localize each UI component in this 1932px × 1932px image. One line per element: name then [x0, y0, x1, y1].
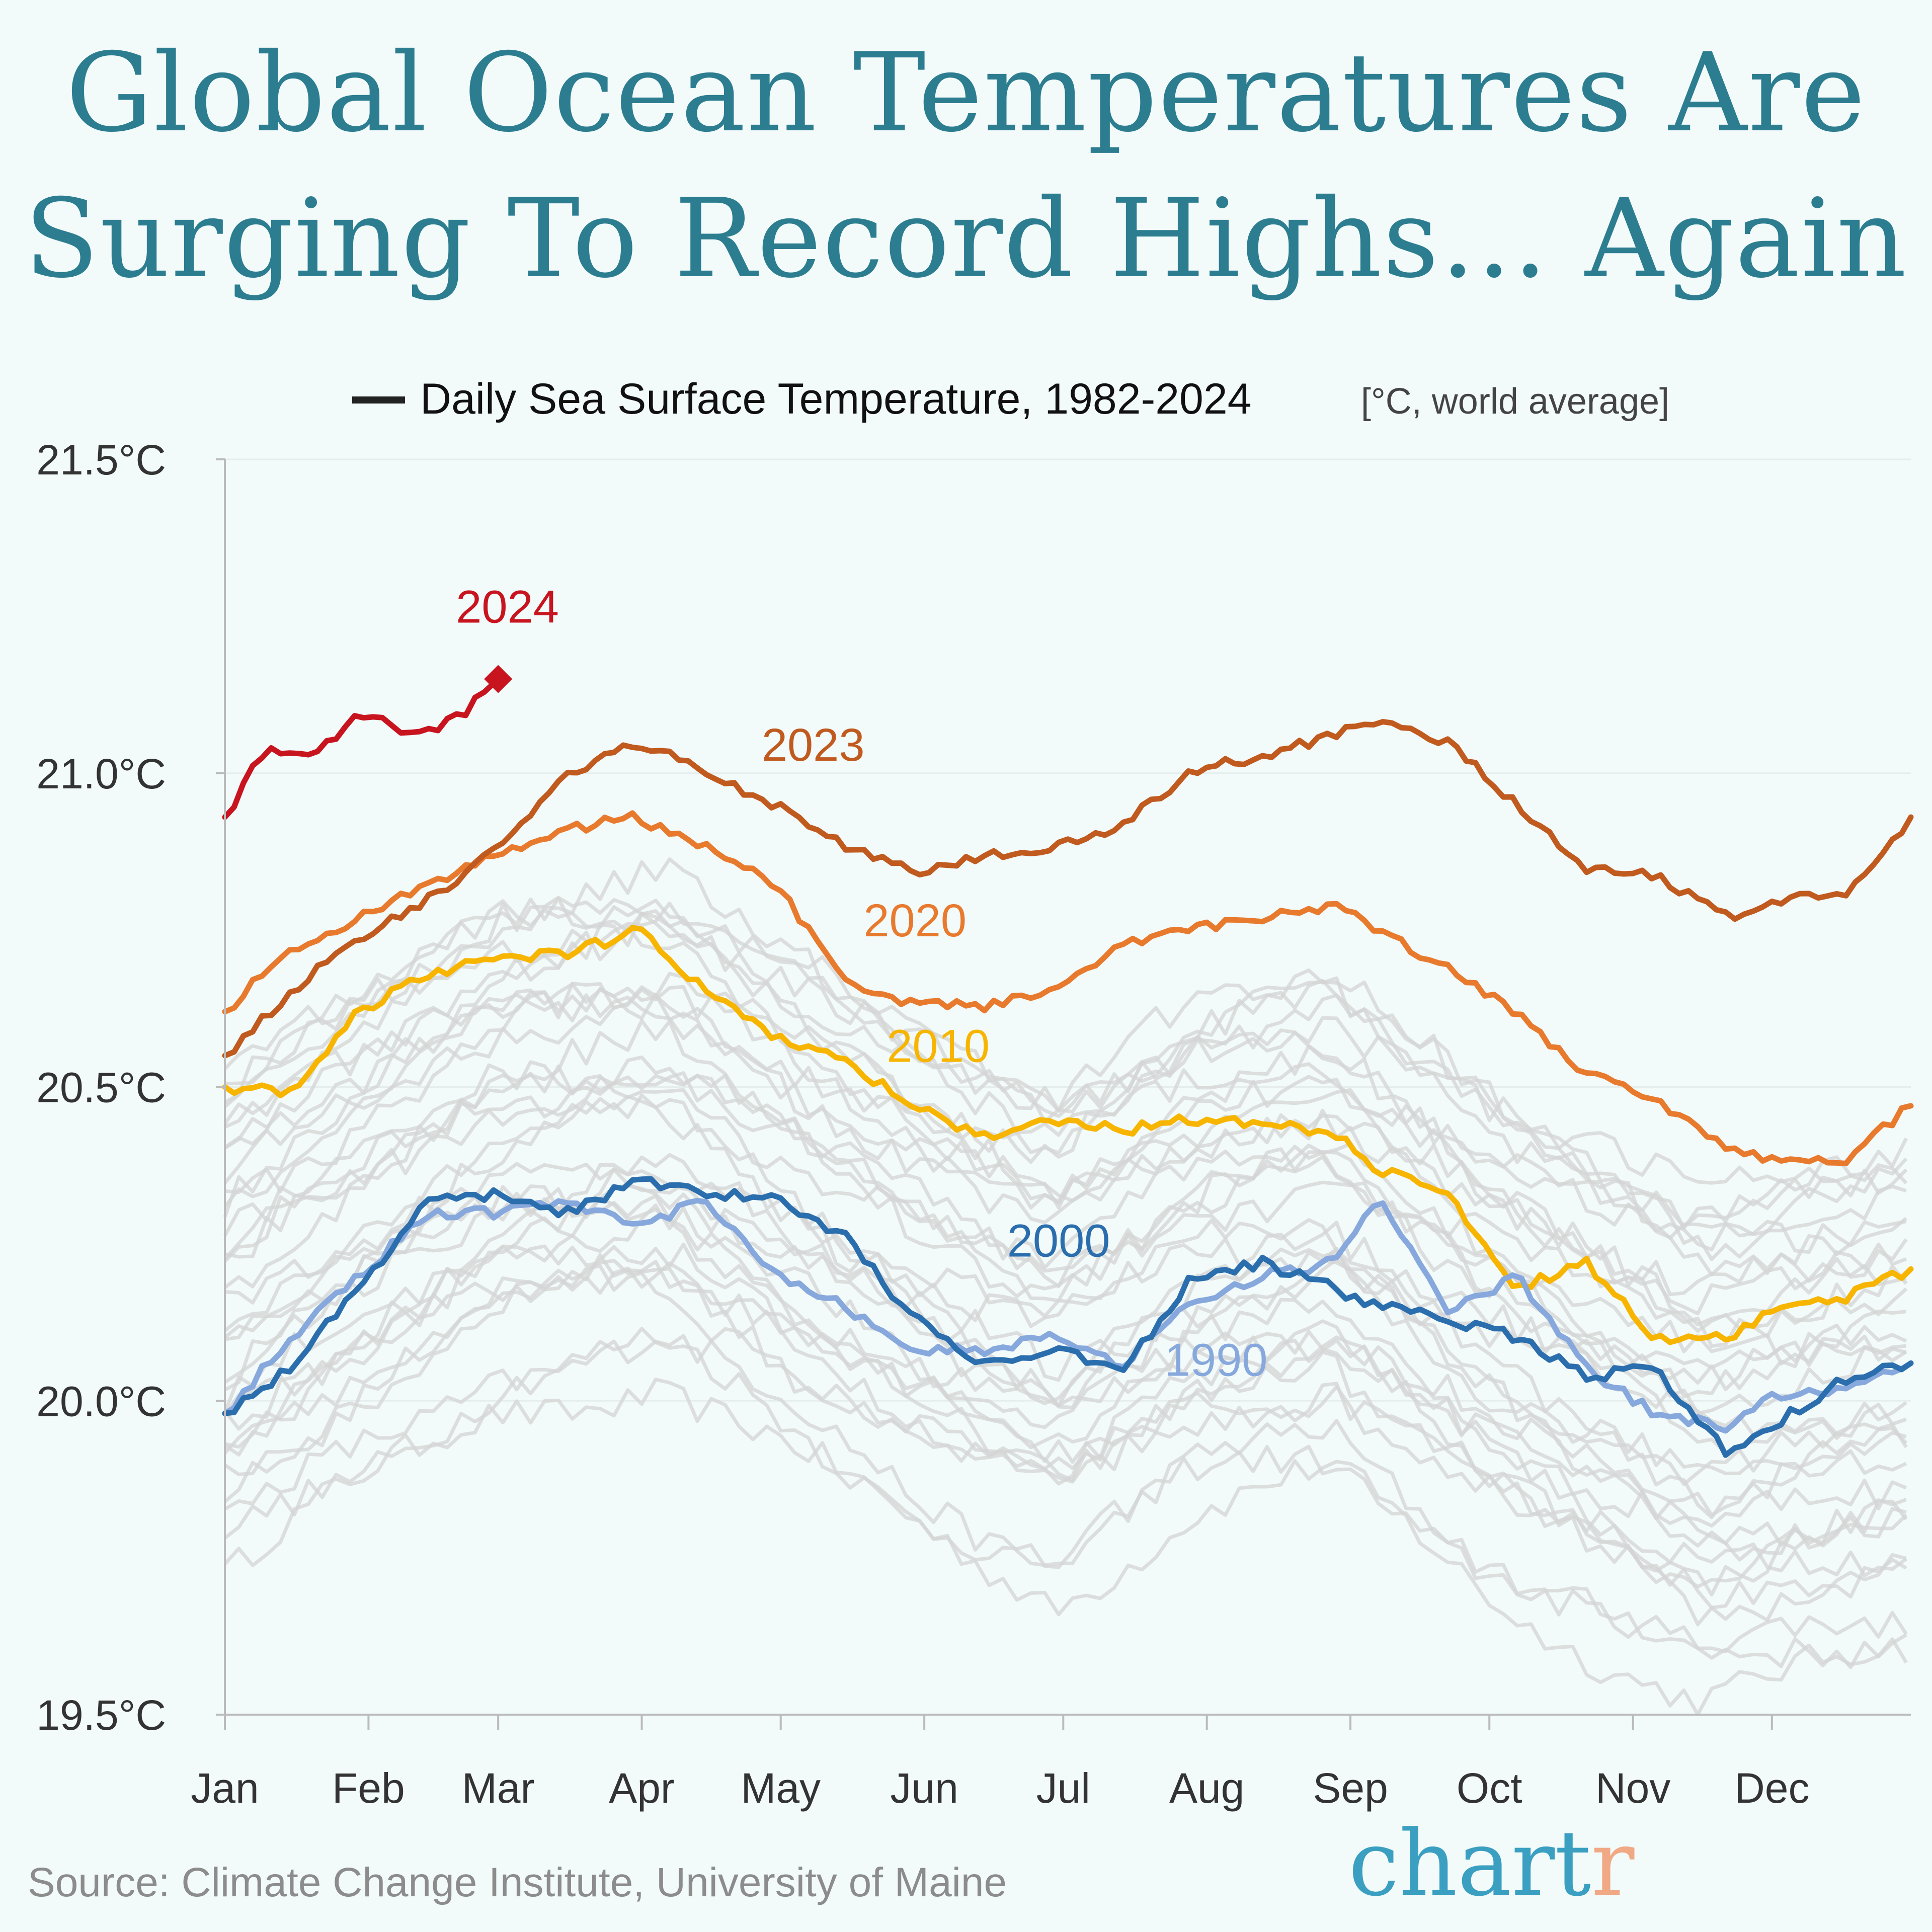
brand-accent: r: [1591, 1811, 1635, 1916]
history-line: [223, 1196, 1907, 1562]
source-note: Source: Climate Change Institute, Univer…: [28, 1860, 1007, 1905]
series-label-2020: 2020: [863, 895, 967, 946]
history-line: [223, 1194, 1907, 1547]
history-line: [223, 1094, 1907, 1455]
x-tick-label: Jun: [890, 1764, 958, 1812]
history-line: [224, 1162, 1907, 1519]
history-line: [223, 987, 1908, 1348]
brand-main: chart: [1348, 1811, 1591, 1916]
history-line: [224, 925, 1907, 1283]
chart-title: Global Ocean Temperatures Are Surging To…: [0, 20, 1932, 312]
series-line-2020: [222, 810, 1914, 1166]
history-line: [223, 1242, 1907, 1577]
history-line: [223, 985, 1907, 1316]
series-line-2010: [222, 925, 1914, 1345]
history-series: [223, 857, 1908, 1717]
history-line: [224, 902, 1908, 1229]
series-line-1990: [222, 1197, 1914, 1434]
x-tick-label: Mar: [462, 1764, 535, 1812]
history-line: [224, 1244, 1908, 1597]
series-label-2024: 2024: [456, 581, 559, 632]
history-line: [223, 897, 1908, 1240]
y-tick-label: 20.5°C: [36, 1064, 166, 1111]
x-tick-label: Aug: [1169, 1764, 1244, 1812]
brand-logo: chartr: [1348, 1811, 1634, 1916]
history-line: [223, 1074, 1907, 1391]
history-line: [223, 972, 1907, 1297]
series-label-1990: 1990: [1165, 1334, 1268, 1386]
history-line: [223, 1019, 1907, 1366]
y-tick-label: 21.5°C: [36, 436, 166, 484]
history-line: [223, 857, 1908, 1185]
history-line: [224, 1334, 1908, 1653]
history-line: [223, 993, 1908, 1327]
legend-unit: [°C, world average]: [1361, 381, 1669, 422]
x-tick-label: Dec: [1734, 1764, 1809, 1812]
x-tick-label: Jan: [191, 1764, 259, 1812]
history-line: [223, 1153, 1907, 1478]
history-line: [224, 899, 1908, 1230]
legend-label: Daily Sea Surface Temperature, 1982-2024: [420, 375, 1252, 423]
title-line-1: Global Ocean Temperatures Are: [65, 30, 1867, 156]
x-tick-label: May: [741, 1764, 821, 1812]
history-line: [224, 1060, 1907, 1399]
series-line-2024: [222, 680, 497, 820]
history-line: [223, 1203, 1907, 1528]
series-label-2010: 2010: [887, 1021, 990, 1072]
series-label-2023: 2023: [762, 719, 865, 771]
x-tick-label: Feb: [332, 1764, 405, 1812]
history-line: [223, 1055, 1907, 1370]
series-end-marker-2024: [484, 665, 513, 693]
x-tick-label: Nov: [1595, 1764, 1670, 1812]
history-line: [223, 1378, 1908, 1717]
x-tick-label: Oct: [1457, 1764, 1522, 1812]
axes: 19.5°C 20.0°C 20.5°C 21.0°C 21.5°C Jan Feb Mar A…: [36, 436, 1911, 1812]
series-label-2000: 2000: [1007, 1215, 1110, 1266]
legend: Daily Sea Surface Temperature, 1982-2024…: [352, 375, 1669, 423]
y-tick-label: 21.0°C: [36, 750, 166, 797]
series-labels: 2024 2023 2020 2010 2000 1990: [456, 581, 1267, 1386]
y-tick-label: 19.5°C: [36, 1692, 166, 1739]
title-line-2: Surging To Record Highs… Again: [24, 176, 1908, 302]
y-tick-label: 20.0°C: [36, 1378, 166, 1425]
x-tick-label: Apr: [609, 1764, 675, 1812]
highlight-series: [222, 665, 1914, 1458]
x-tick-label: Sep: [1313, 1764, 1388, 1812]
series-line-2023: [222, 719, 1914, 1059]
series-line-2000: [222, 1176, 1914, 1458]
x-tick-label: Jul: [1036, 1764, 1090, 1812]
history-line: [223, 1327, 1907, 1669]
